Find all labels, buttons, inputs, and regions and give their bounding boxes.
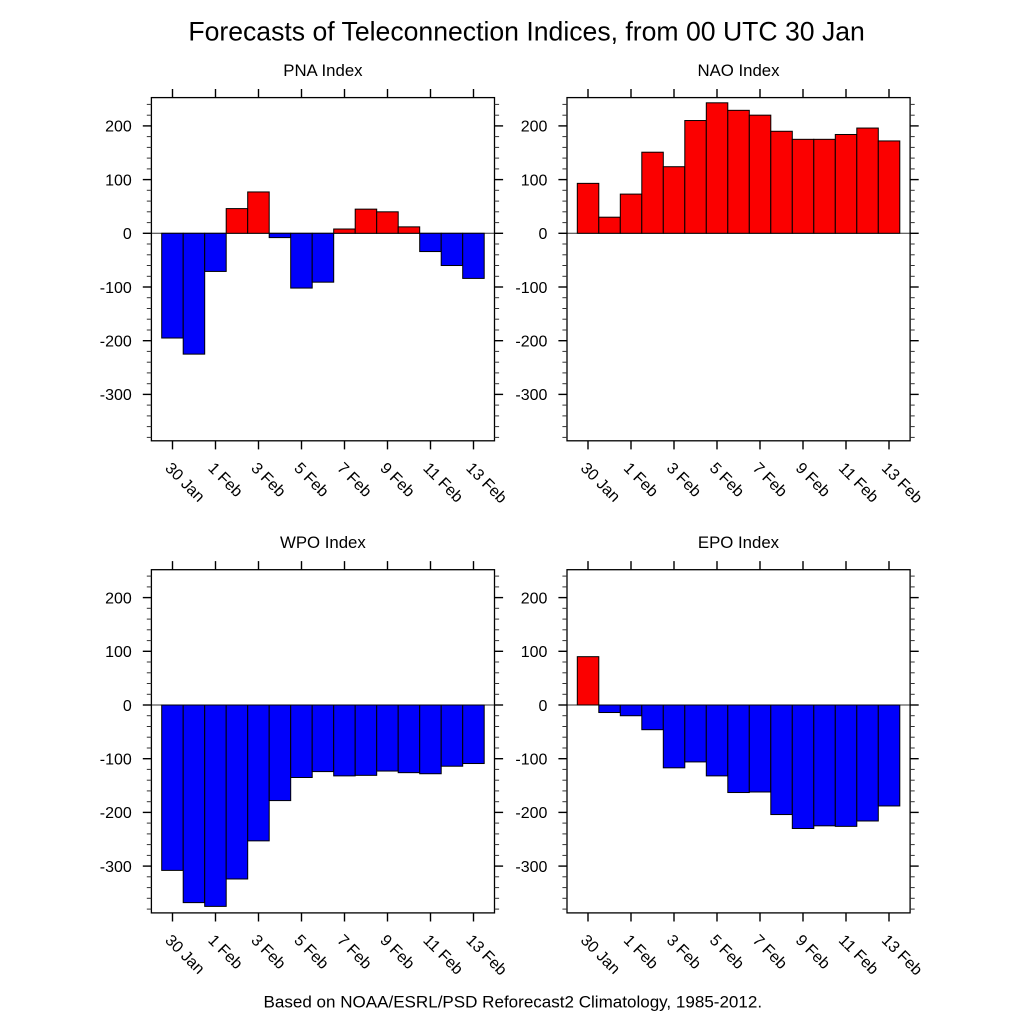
svg-text:-200: -200 xyxy=(515,334,547,351)
svg-text:-200: -200 xyxy=(100,334,132,351)
svg-text:200: 200 xyxy=(105,590,132,607)
svg-text:100: 100 xyxy=(105,644,132,661)
svg-text:-100: -100 xyxy=(515,752,547,769)
svg-text:PNA Index: PNA Index xyxy=(283,61,363,80)
svg-text:100: 100 xyxy=(105,172,132,189)
svg-text:Based on NOAA/ESRL/PSD Reforec: Based on NOAA/ESRL/PSD Reforecast2 Clima… xyxy=(264,992,763,1011)
svg-text:0: 0 xyxy=(538,226,547,243)
svg-text:100: 100 xyxy=(521,172,548,189)
svg-text:-300: -300 xyxy=(515,859,547,876)
svg-text:0: 0 xyxy=(538,698,547,715)
svg-text:-100: -100 xyxy=(100,752,132,769)
svg-text:-300: -300 xyxy=(515,387,547,404)
svg-text:NAO Index: NAO Index xyxy=(697,61,780,80)
svg-text:0: 0 xyxy=(123,226,132,243)
svg-text:-100: -100 xyxy=(100,280,132,297)
svg-text:-300: -300 xyxy=(100,859,132,876)
svg-text:-300: -300 xyxy=(100,387,132,404)
svg-text:100: 100 xyxy=(521,644,548,661)
svg-text:200: 200 xyxy=(105,119,132,136)
svg-text:-100: -100 xyxy=(515,280,547,297)
svg-text:EPO Index: EPO Index xyxy=(698,533,780,552)
svg-text:200: 200 xyxy=(521,590,548,607)
svg-text:0: 0 xyxy=(123,698,132,715)
svg-text:WPO Index: WPO Index xyxy=(280,533,366,552)
svg-text:Forecasts of Teleconnection In: Forecasts of Teleconnection Indices, fro… xyxy=(188,17,865,47)
svg-text:-200: -200 xyxy=(100,805,132,822)
svg-text:-200: -200 xyxy=(515,805,547,822)
svg-text:200: 200 xyxy=(521,119,548,136)
